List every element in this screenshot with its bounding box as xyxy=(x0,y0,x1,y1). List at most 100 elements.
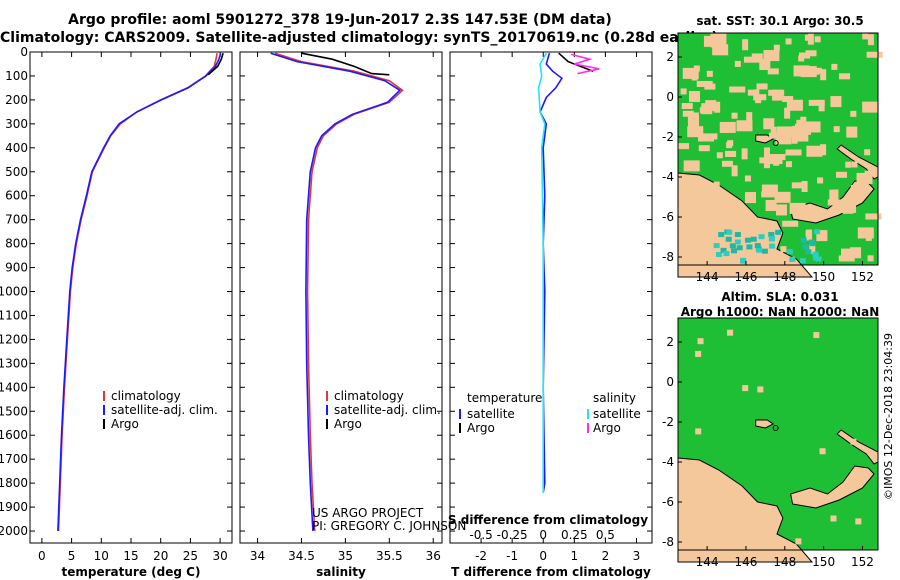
masked-cell xyxy=(789,202,806,214)
y-tick-label: 500 xyxy=(5,165,28,179)
map-x-tick-label: 152 xyxy=(851,555,874,569)
y-tick-label: 100 xyxy=(5,69,28,83)
sst-warm-cell xyxy=(718,232,725,238)
masked-cell xyxy=(763,147,770,159)
legend-label: climatology xyxy=(111,389,181,403)
masked-cell xyxy=(818,105,825,112)
sst-warm-cell xyxy=(786,249,793,255)
masked-cell xyxy=(742,39,749,51)
profile-location-marker xyxy=(772,140,779,146)
masked-cell xyxy=(701,224,718,236)
masked-cell xyxy=(757,386,764,393)
masked-cell xyxy=(782,220,799,227)
x-tick-label: 5 xyxy=(68,549,76,563)
masked-cell xyxy=(722,246,734,253)
masked-cell xyxy=(785,149,802,156)
masked-cell xyxy=(681,103,693,110)
top-axis-label: S difference from climatology xyxy=(448,513,648,527)
map-frame xyxy=(677,317,879,551)
y-tick-label: 600 xyxy=(5,189,28,203)
masked-cell xyxy=(820,69,827,81)
x-tick-label: 0 xyxy=(38,549,46,563)
project-label: US ARGO PROJECT xyxy=(312,506,424,520)
masked-cell xyxy=(696,80,713,87)
masked-cell xyxy=(795,538,802,545)
masked-cell xyxy=(770,126,777,138)
x-tick-label: 36 xyxy=(426,549,441,563)
masked-cell xyxy=(805,50,817,57)
y-tick-label: 1200 xyxy=(0,332,28,346)
sst-map-panel: 144 146 148 150 152 2 0 -2 -4 -6 -8 xyxy=(662,32,883,284)
masked-cell xyxy=(830,96,842,108)
masked-cell xyxy=(799,52,811,59)
masked-cell xyxy=(746,112,753,124)
masked-cell xyxy=(731,165,738,177)
top-tick-label: 0.25 xyxy=(561,528,588,542)
masked-cell xyxy=(714,101,721,113)
masked-cell xyxy=(741,148,748,160)
plot-frame xyxy=(449,51,653,544)
y-tick-label: 700 xyxy=(5,213,28,227)
masked-cell xyxy=(831,63,838,70)
masked-cell xyxy=(855,518,862,525)
masked-cell xyxy=(791,182,803,189)
top-tick-label: 0 xyxy=(539,528,547,542)
masked-cell xyxy=(761,191,778,198)
map-y-tick-label: -2 xyxy=(662,415,674,429)
masked-cell xyxy=(695,350,702,357)
masked-cell xyxy=(808,99,825,106)
sst-warm-cell xyxy=(789,256,796,262)
masked-cell xyxy=(682,67,699,79)
masked-cell xyxy=(845,161,852,168)
series-line-argo xyxy=(207,52,224,76)
masked-cell xyxy=(866,51,883,58)
x-tick-label: 34 xyxy=(250,549,265,563)
masked-cell xyxy=(687,126,704,138)
series-line-satellite-adj-clim- xyxy=(57,52,222,532)
masked-cell xyxy=(846,126,858,138)
masked-cell xyxy=(817,177,824,184)
y-tick-label: 1300 xyxy=(0,356,28,370)
masked-cell xyxy=(763,50,780,62)
masked-cell xyxy=(851,161,858,168)
masked-cell xyxy=(797,130,809,142)
masked-cell xyxy=(719,121,736,133)
masked-cell xyxy=(865,213,882,220)
timestamp-stamp: ©IMOS 12-Dec-2018 23:04:39 xyxy=(882,333,895,500)
masked-cell xyxy=(820,144,827,156)
masked-cell xyxy=(766,251,783,258)
x-tick-label: -2 xyxy=(475,549,487,563)
sst-warm-cell xyxy=(744,237,751,243)
sst-warm-cell xyxy=(768,236,775,242)
map-y-tick-label: -8 xyxy=(662,250,674,264)
masked-cell xyxy=(785,161,792,168)
masked-cell xyxy=(819,448,826,455)
temperature-panel: 0100200300400500600700800900100011001200… xyxy=(0,45,233,579)
masked-cell xyxy=(703,196,715,208)
series-line-climatology xyxy=(274,52,404,532)
masked-cell xyxy=(850,110,857,117)
x-axis-label: T difference from climatology xyxy=(451,565,651,579)
masked-cell xyxy=(763,157,770,169)
legend-title-temperature: temperature xyxy=(467,391,542,405)
plot-frame xyxy=(239,51,443,544)
sst-warm-cell xyxy=(715,252,722,258)
x-tick-label: 34.5 xyxy=(288,549,315,563)
masked-cell xyxy=(769,154,786,161)
masked-cell xyxy=(830,515,837,522)
map-y-tick-label: -4 xyxy=(662,170,674,184)
map-y-tick-label: -4 xyxy=(662,455,674,469)
top-tick-label: 0.5 xyxy=(596,528,615,542)
sst-warm-cell xyxy=(740,258,747,264)
legend-label: Argo xyxy=(593,421,621,435)
map-x-tick-label: 150 xyxy=(812,270,835,284)
masked-cell xyxy=(756,83,768,90)
masked-cell xyxy=(827,199,844,206)
masked-cell xyxy=(765,199,777,211)
x-tick-label: 3 xyxy=(633,549,641,563)
chart-title-line2: Climatology: CARS2009. Satellite-adjuste… xyxy=(0,30,718,46)
legend-label: Argo xyxy=(334,417,362,431)
masked-cell xyxy=(683,160,700,172)
masked-cell xyxy=(776,126,793,138)
masked-cell xyxy=(738,217,750,229)
